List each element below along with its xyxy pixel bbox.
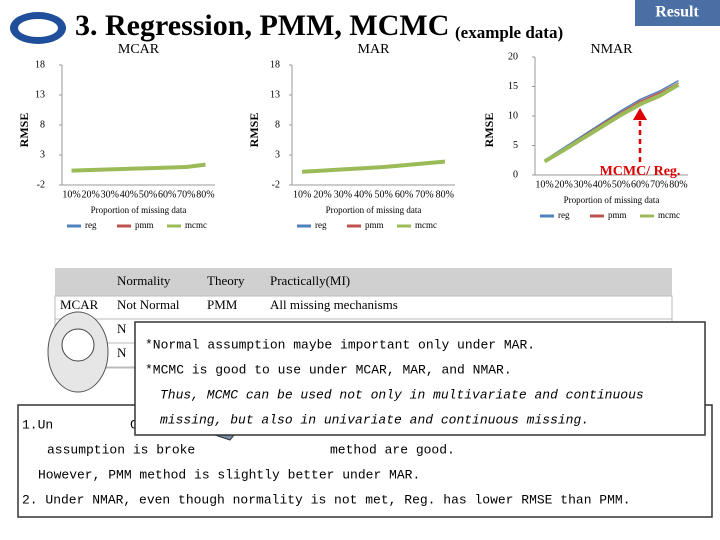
y-tick-label: 20 [508, 51, 518, 62]
x-tick-label: 40% [120, 189, 138, 200]
table-cell: Not Normal [117, 297, 180, 312]
legend-label: reg [558, 210, 570, 220]
table-header: Normality [117, 273, 171, 288]
callout-text: Thus, MCMC can be used not only in multi… [160, 387, 644, 402]
callout-text: missing, but also in univariate and cont… [160, 412, 589, 427]
badge-box [635, 0, 720, 26]
summary-text: 2. Under NMAR, even though normality is … [22, 492, 631, 507]
y-tick-label: 13 [270, 89, 280, 100]
x-axis-label: Proportion of missing data [326, 205, 422, 215]
series-line [71, 162, 206, 173]
legend-label: reg [85, 220, 97, 230]
y-tick-label: 18 [270, 59, 280, 70]
table-cell: N [117, 321, 127, 336]
x-tick-label: 60% [395, 189, 413, 200]
legend-label: mcmc [415, 220, 437, 230]
x-tick-label: 50% [375, 189, 393, 200]
y-tick-label: 8 [40, 119, 45, 130]
y-tick-label: 18 [35, 59, 45, 70]
logo-inner [18, 19, 58, 37]
y-tick-label: 13 [35, 89, 45, 100]
table-cell: PMM [207, 297, 238, 312]
legend-label: reg [315, 220, 327, 230]
x-tick-label: 50% [612, 179, 630, 190]
x-tick-label: 40% [593, 179, 611, 190]
y-tick-label: 0 [513, 169, 518, 180]
x-tick-label: 80% [436, 189, 454, 200]
callout-text: *MCMC is good to use under MCAR, MAR, an… [145, 362, 512, 377]
y-tick-label: 8 [275, 119, 280, 130]
y-tick-label: -2 [272, 179, 280, 190]
x-tick-label: 60% [631, 179, 649, 190]
x-tick-label: 50% [139, 189, 157, 200]
summary-text: 1.Un [22, 417, 53, 432]
table-header-bg [55, 268, 672, 296]
x-tick-label: 80% [196, 189, 214, 200]
x-tick-label: 70% [415, 189, 433, 200]
photo-face [61, 328, 95, 362]
series-line [543, 83, 680, 164]
y-tick-label: -2 [37, 179, 45, 190]
x-axis-label: Proportion of missing data [564, 195, 660, 205]
x-tick-label: 30% [574, 179, 592, 190]
x-axis-label: Proportion of missing data [91, 205, 187, 215]
table-cell: MCAR [60, 297, 99, 312]
series-line [302, 159, 445, 174]
y-axis-label: RMSE [247, 113, 261, 148]
summary-text: However, PMM method is slightly better u… [38, 467, 420, 482]
chart-title: NMAR [590, 42, 633, 57]
table-header: Practically(MI) [270, 273, 350, 288]
table-cell: All missing mechanisms [270, 297, 398, 312]
chart-title: MAR [358, 42, 391, 57]
x-tick-label: 20% [555, 179, 573, 190]
y-axis-label: RMSE [17, 113, 31, 148]
legend-label: mcmc [185, 220, 207, 230]
x-tick-label: 40% [354, 189, 372, 200]
x-tick-label: 10% [293, 189, 311, 200]
badge: Result [655, 4, 699, 21]
x-tick-label: 20% [82, 189, 100, 200]
y-tick-label: 15 [508, 81, 518, 92]
legend-label: mcmc [658, 210, 680, 220]
y-tick-label: 10 [508, 110, 518, 121]
series-line [544, 79, 679, 161]
callout-box [134, 321, 706, 436]
summary-text: method are good. [330, 442, 455, 457]
x-tick-label: 30% [101, 189, 119, 200]
table-cell: N [117, 345, 127, 360]
y-tick-label: 3 [275, 149, 280, 160]
x-tick-label: 60% [158, 189, 176, 200]
table-header: Theory [207, 273, 245, 288]
y-tick-label: 3 [40, 149, 45, 160]
chart-title: MCAR [118, 42, 160, 57]
x-tick-label: 30% [334, 189, 352, 200]
summary-text: assumption is broke [47, 442, 195, 457]
callout-text: *Normal assumption maybe important only … [145, 337, 535, 352]
arrow-head [633, 108, 647, 120]
annotation: MCMC/ Reg. [600, 164, 681, 179]
y-axis-label: RMSE [482, 113, 496, 148]
legend-label: pmm [135, 220, 154, 230]
y-tick-label: 5 [513, 140, 518, 151]
slide-title: 3. Regression, PMM, MCMC [75, 9, 449, 42]
legend-label: pmm [608, 210, 627, 220]
x-tick-label: 70% [650, 179, 668, 190]
legend-label: pmm [365, 220, 384, 230]
slide-title-note: (example data) [455, 23, 563, 42]
x-tick-label: 10% [535, 179, 553, 190]
x-tick-label: 10% [62, 189, 80, 200]
x-tick-label: 80% [669, 179, 687, 190]
x-tick-label: 70% [177, 189, 195, 200]
x-tick-label: 20% [313, 189, 331, 200]
